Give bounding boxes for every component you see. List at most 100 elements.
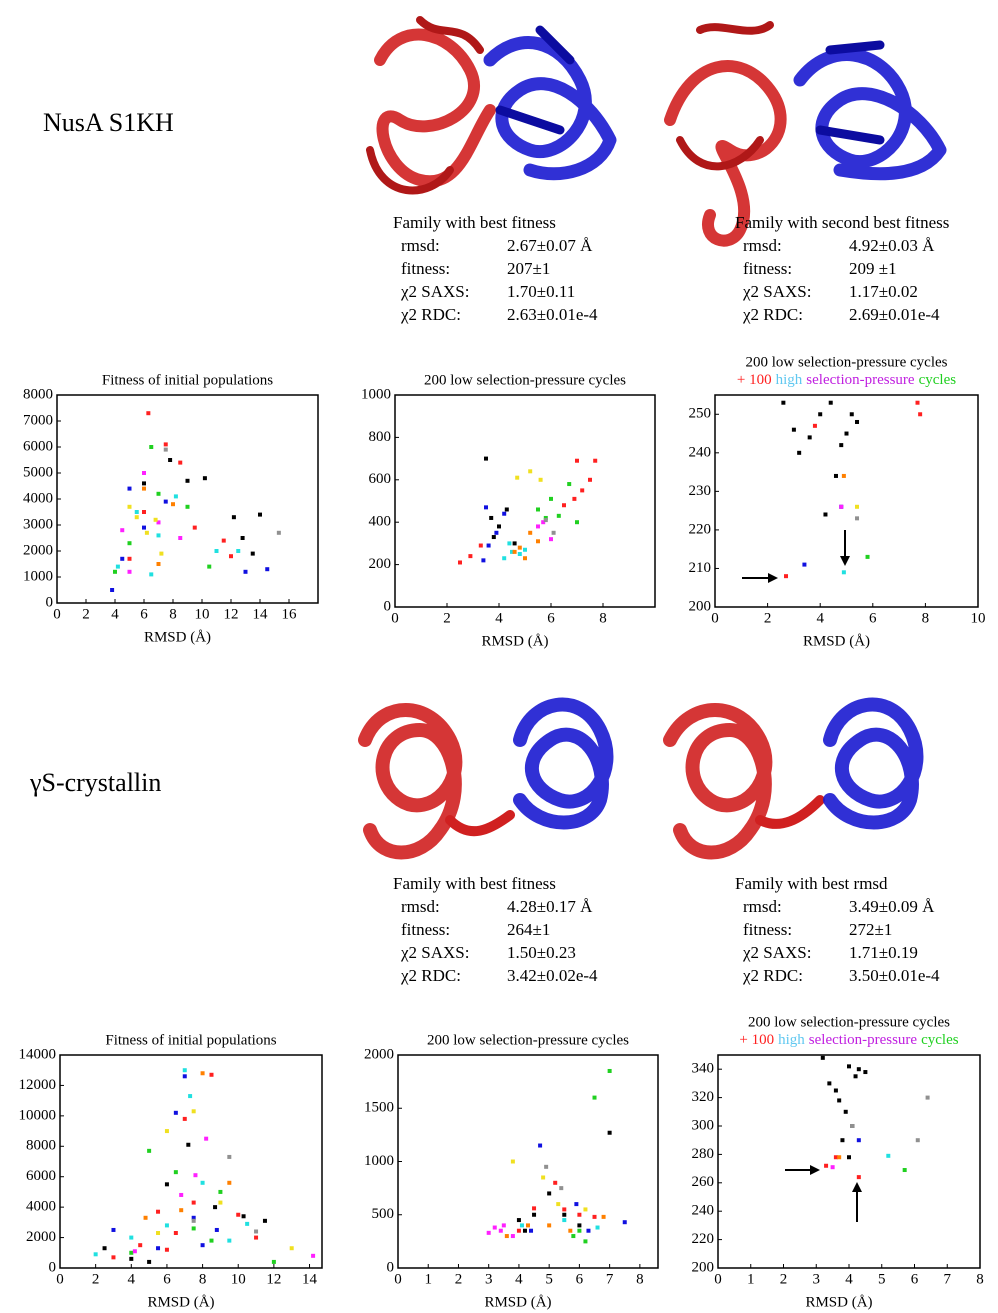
x-tick-label: 7 [606, 1271, 614, 1287]
point [173, 1231, 178, 1236]
x-tick-label: 2 [764, 610, 772, 626]
subtitle-part: high [776, 372, 803, 388]
y-tick-label: 200 [689, 598, 712, 614]
point [886, 1153, 891, 1158]
family-value: 3.49±0.09 Å [849, 897, 935, 916]
point [486, 1230, 491, 1235]
point [532, 1206, 537, 1211]
family-value: 3.50±0.01e-4 [849, 966, 940, 985]
y-tick-label: 8000 [26, 1138, 56, 1154]
y-tick-label: 340 [692, 1061, 715, 1077]
y-tick-label: 500 [372, 1206, 395, 1222]
point [847, 1064, 851, 1069]
point [245, 1221, 250, 1226]
point [227, 1154, 232, 1159]
x-tick-label: 8 [599, 610, 607, 626]
y-tick-label: 240 [689, 444, 712, 460]
x-tick-label: 8 [976, 1271, 984, 1287]
point [562, 503, 566, 508]
y-tick-label: 200 [369, 556, 392, 572]
point [489, 515, 494, 520]
point [149, 572, 154, 577]
point [193, 1173, 198, 1178]
y-tick-label: 0 [46, 594, 54, 610]
point [102, 1246, 107, 1251]
arrows [742, 530, 862, 1222]
family-value: 1.50±0.23 [507, 943, 576, 962]
point [544, 1164, 549, 1169]
point [592, 1095, 597, 1100]
family-field: χ2 RDC: [742, 966, 803, 985]
point [240, 536, 245, 540]
point [182, 1074, 187, 1079]
plot-frame [394, 394, 656, 608]
point [146, 411, 151, 416]
point [529, 1228, 534, 1233]
family-value: 4.92±0.03 Å [849, 236, 935, 255]
point [164, 1223, 169, 1228]
x-tick-label: 10 [231, 1271, 246, 1287]
y-tick-label: 12000 [19, 1077, 57, 1093]
point [833, 473, 838, 478]
point [164, 1247, 169, 1252]
point [265, 567, 270, 572]
point [580, 488, 585, 493]
point [229, 554, 233, 559]
point [818, 412, 823, 417]
plot-frame [59, 1054, 323, 1269]
point [559, 1186, 564, 1191]
point [856, 1175, 861, 1180]
y-tick-label: 0 [49, 1259, 57, 1275]
family-title: Family with best rmsd [735, 874, 888, 893]
chart-subtitle: + 100 high selection-pressure cycles [737, 372, 956, 388]
point [191, 1215, 196, 1220]
point [478, 543, 483, 548]
point [824, 1163, 829, 1168]
point [458, 560, 462, 565]
y-tick-label: 1500 [364, 1100, 394, 1116]
point [486, 543, 491, 548]
point [837, 1098, 842, 1103]
y-tick-label: 1000 [364, 1153, 394, 1169]
point [577, 1223, 582, 1228]
point [110, 588, 115, 592]
point [159, 551, 164, 556]
point [512, 549, 517, 554]
y-tick-label: 280 [692, 1146, 715, 1162]
point [528, 469, 533, 474]
y-tick-label: 220 [689, 521, 712, 537]
point [179, 1192, 184, 1197]
x-tick-label: 0 [391, 610, 399, 626]
point [147, 1259, 152, 1264]
x-tick-label: 8 [169, 606, 177, 622]
point [588, 477, 592, 482]
point [214, 1227, 219, 1232]
point [549, 537, 553, 542]
y-tick-label: 200 [692, 1259, 715, 1275]
family-field: fitness: [401, 920, 450, 939]
y-tick-label: 8000 [23, 386, 53, 402]
point [138, 1243, 143, 1248]
family-field: rmsd: [401, 897, 440, 916]
point [142, 510, 146, 514]
point [820, 1055, 825, 1060]
structure-nusa-2 [664, 21, 947, 247]
point [134, 515, 139, 520]
point [840, 1138, 845, 1143]
subtitle-part: selection-pressure [809, 1032, 918, 1048]
point [849, 412, 854, 417]
point [844, 431, 849, 436]
x-tick-label: 6 [163, 1271, 171, 1287]
point [178, 536, 183, 540]
point [484, 505, 488, 510]
x-tick-label: 6 [869, 610, 877, 626]
family-value: 207±1 [507, 259, 550, 278]
point [149, 445, 154, 449]
point [607, 1068, 612, 1073]
point [855, 504, 860, 509]
family-field: fitness: [401, 259, 450, 278]
panel-label: NusA S1KH [43, 108, 174, 137]
point [213, 1205, 218, 1210]
point [191, 1226, 196, 1231]
point [812, 423, 817, 428]
